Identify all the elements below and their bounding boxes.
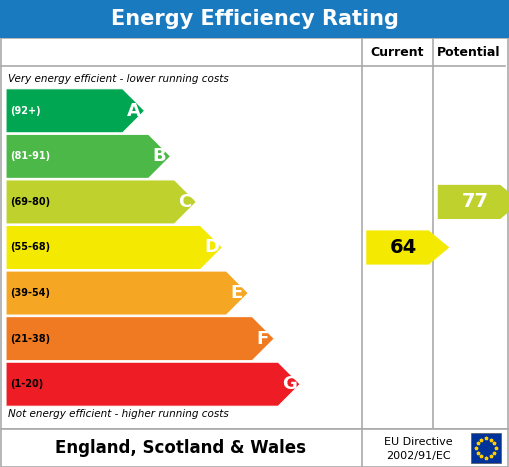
Text: EU Directive: EU Directive [384,437,453,447]
Polygon shape [438,185,509,219]
Polygon shape [6,271,248,315]
Text: (69-80): (69-80) [10,197,50,207]
Text: (92+): (92+) [10,106,41,116]
Polygon shape [6,362,300,406]
Text: Not energy efficient - higher running costs: Not energy efficient - higher running co… [8,409,229,419]
Polygon shape [6,226,222,269]
Bar [1,429,508,467]
Text: Potential: Potential [437,45,501,58]
Text: (55-68): (55-68) [10,242,50,253]
Bar [471,433,501,463]
Text: F: F [256,330,268,347]
Text: B: B [153,148,166,165]
Text: A: A [127,102,140,120]
Polygon shape [366,230,449,265]
Text: England, Scotland & Wales: England, Scotland & Wales [55,439,306,457]
Text: 64: 64 [390,238,417,257]
Text: (21-38): (21-38) [10,333,50,344]
Text: 2002/91/EC: 2002/91/EC [386,451,451,460]
Text: Current: Current [371,45,424,58]
Polygon shape [6,134,171,178]
Text: G: G [282,375,297,393]
Text: (81-91): (81-91) [10,151,50,162]
Text: C: C [179,193,192,211]
Text: E: E [230,284,243,302]
Text: D: D [205,239,219,256]
Bar [0,0,509,38]
Text: Very energy efficient - lower running costs: Very energy efficient - lower running co… [8,74,229,84]
Polygon shape [6,89,145,133]
Text: (1-20): (1-20) [10,379,43,389]
Text: 77: 77 [462,192,489,212]
Polygon shape [6,180,196,224]
Text: (39-54): (39-54) [10,288,50,298]
Text: Energy Efficiency Rating: Energy Efficiency Rating [110,9,399,29]
Polygon shape [6,317,274,361]
Bar [1,38,508,429]
